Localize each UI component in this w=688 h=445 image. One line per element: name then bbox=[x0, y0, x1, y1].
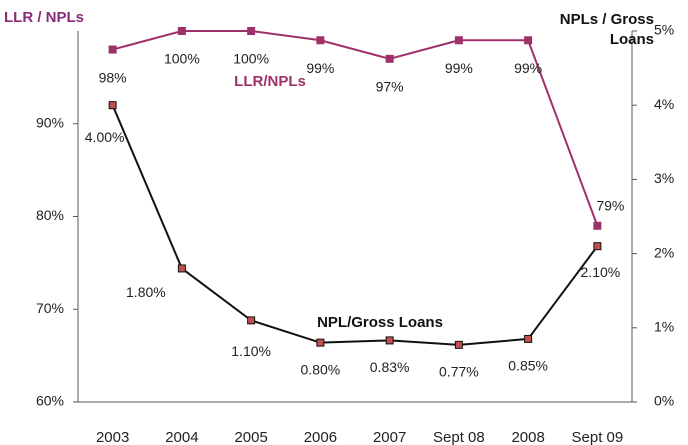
point-marker bbox=[524, 334, 533, 343]
point-marker bbox=[316, 36, 325, 45]
data-label: 99% bbox=[306, 60, 334, 76]
y2-tick-label: 1% bbox=[654, 319, 674, 335]
data-label: 4.00% bbox=[85, 129, 125, 145]
point-marker bbox=[247, 316, 256, 325]
x-tick-label: Sept 08 bbox=[433, 429, 485, 445]
y-tick-label: 80% bbox=[36, 207, 64, 223]
y-tick-label: 90% bbox=[36, 114, 64, 130]
y2-axis-title: NPLs / Gross Loans bbox=[559, 11, 654, 48]
point-marker bbox=[593, 221, 602, 230]
data-label: 98% bbox=[99, 69, 127, 85]
point-marker bbox=[524, 36, 533, 45]
point-marker bbox=[177, 264, 186, 273]
point-marker bbox=[385, 336, 394, 345]
data-label: 1.80% bbox=[126, 284, 166, 300]
point-marker bbox=[108, 45, 117, 54]
x-tick-label: Sept 09 bbox=[572, 429, 624, 445]
point-marker bbox=[177, 27, 186, 35]
y2-tick-label: 5% bbox=[654, 22, 674, 38]
point-marker bbox=[316, 338, 325, 347]
data-label: 2.10% bbox=[581, 264, 621, 280]
y2-tick-label: 2% bbox=[654, 244, 674, 260]
series-line bbox=[111, 104, 599, 346]
data-label: 79% bbox=[596, 197, 624, 213]
point-marker bbox=[108, 101, 117, 110]
data-label: 1.10% bbox=[231, 343, 271, 359]
series-line bbox=[112, 30, 599, 227]
data-label: 0.85% bbox=[508, 358, 548, 374]
series-annotation: LLR/NPLs bbox=[234, 73, 306, 90]
data-label: 0.77% bbox=[439, 364, 479, 380]
y2-tick-label: 0% bbox=[654, 393, 674, 409]
data-label: 97% bbox=[376, 79, 404, 95]
x-tick-label: 2005 bbox=[234, 429, 267, 445]
y-axis-title: LLR / NPLs bbox=[4, 9, 84, 26]
x-tick-label: 2007 bbox=[373, 429, 406, 445]
x-tick-label: 2004 bbox=[165, 429, 198, 445]
data-label: 100% bbox=[233, 51, 269, 67]
data-label: 0.80% bbox=[301, 361, 341, 377]
y-tick-label: 70% bbox=[36, 300, 64, 316]
data-label: 99% bbox=[514, 60, 542, 76]
point-marker bbox=[454, 340, 463, 349]
x-tick-label: 2008 bbox=[511, 429, 544, 445]
point-marker bbox=[385, 54, 394, 63]
y2-tick-label: 3% bbox=[654, 170, 674, 186]
point-marker bbox=[593, 242, 602, 251]
point-marker bbox=[247, 27, 256, 35]
series-annotation: NPL/Gross Loans bbox=[317, 314, 443, 331]
data-label: 0.83% bbox=[370, 359, 410, 375]
data-label: 100% bbox=[164, 51, 200, 67]
y2-tick-label: 4% bbox=[654, 96, 674, 112]
x-tick-label: 2003 bbox=[96, 429, 129, 445]
x-tick-label: 2006 bbox=[304, 429, 337, 445]
data-label: 99% bbox=[445, 60, 473, 76]
y-tick-label: 60% bbox=[36, 393, 64, 409]
point-marker bbox=[454, 36, 463, 45]
